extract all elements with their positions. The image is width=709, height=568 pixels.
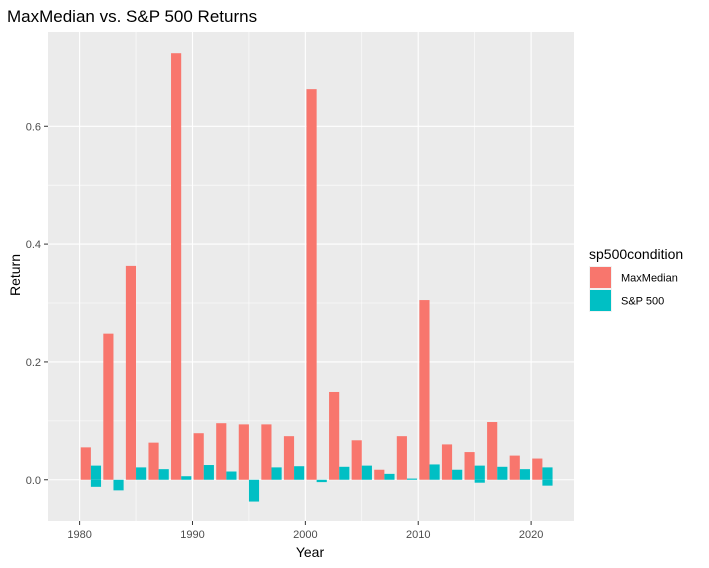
x-tick-label: 2000: [293, 529, 317, 541]
legend: sp500condition MaxMedian S&P 500: [589, 246, 683, 312]
legend-swatch-s-p-500: [590, 290, 611, 311]
bar-negative-segment-2015: [474, 479, 485, 483]
bar-maxmedian-2003: [329, 391, 340, 480]
bar-maxmedian-2007: [374, 469, 385, 480]
bar-s-p-500-2007: [384, 473, 395, 480]
bar-maxmedian-2011: [419, 300, 430, 480]
bar-s-p-500-2013: [452, 469, 463, 480]
bar-maxmedian-2021: [532, 458, 543, 480]
bar-s-p-500-2011: [429, 464, 440, 480]
bar-maxmedian-2019: [509, 455, 520, 480]
bar-maxmedian-1983: [103, 333, 114, 480]
bar-s-p-500-1991: [203, 465, 214, 480]
legend-label: MaxMedian: [621, 273, 678, 285]
bar-s-p-500-2003: [339, 466, 350, 480]
bar-maxmedian-2005: [351, 440, 362, 480]
y-axis: 0.0 0.2 0.4 0.6: [26, 121, 48, 487]
bar-negative-segment-1981: [90, 479, 102, 487]
bar-maxmedian-1993: [216, 423, 227, 480]
bar-s-p-500-1983: [113, 479, 124, 491]
bar-s-p-500-1995: [248, 479, 260, 502]
legend-swatch-maxmedian: [590, 267, 611, 288]
y-tick-label: 0.0: [26, 475, 41, 487]
x-axis: 1980 1990 2000 2010 2020: [67, 521, 543, 541]
bar-maxmedian-1995: [238, 424, 249, 480]
bar-negative-segment-2021: [542, 479, 553, 486]
bars: [80, 53, 553, 502]
bar-s-p-500-1987: [158, 469, 169, 480]
chart-title: MaxMedian vs. S&P 500 Returns: [7, 7, 257, 26]
bar-maxmedian-2015: [464, 452, 475, 480]
y-tick-label: 0.2: [26, 357, 41, 369]
y-axis-title: Return: [7, 254, 23, 296]
legend-label: S&P 500: [621, 296, 664, 308]
bar-maxmedian-1989: [171, 53, 182, 480]
bar-s-p-500-1997: [271, 467, 282, 480]
bar-maxmedian-1999: [283, 436, 295, 480]
legend-title: sp500condition: [589, 246, 683, 262]
x-tick-label: 2020: [519, 529, 543, 541]
bar-s-p-500-1985: [136, 467, 147, 480]
bar-s-p-500-1993: [226, 471, 237, 480]
bar-maxmedian-2001: [306, 89, 317, 480]
bar-s-p-500-2015: [474, 465, 485, 480]
x-axis-title: Year: [296, 544, 325, 560]
y-tick-label: 0.6: [26, 121, 41, 133]
bar-s-p-500-1999: [294, 466, 305, 480]
bar-s-p-500-2021: [542, 467, 553, 480]
bar-s-p-500-2005: [361, 465, 372, 480]
bar-s-p-500-2019: [519, 469, 530, 480]
bar-s-p-500-2001: [316, 479, 327, 483]
bar-maxmedian-2009: [396, 436, 407, 480]
bar-maxmedian-1997: [261, 424, 272, 480]
bar-maxmedian-1981: [80, 447, 91, 480]
bar-s-p-500-1981: [90, 465, 102, 480]
y-tick-label: 0.4: [26, 239, 41, 251]
bar-maxmedian-2013: [441, 444, 453, 480]
x-tick-label: 1990: [180, 529, 204, 541]
bar-maxmedian-2017: [487, 422, 498, 480]
bar-maxmedian-1991: [193, 433, 204, 480]
bar-maxmedian-1985: [125, 265, 137, 480]
bar-s-p-500-2017: [497, 466, 508, 480]
x-tick-label: 2010: [406, 529, 430, 541]
x-tick-label: 1980: [67, 529, 91, 541]
bar-s-p-500-2009: [406, 478, 418, 480]
bar-maxmedian-1987: [148, 442, 159, 480]
bar-s-p-500-1989: [181, 476, 192, 480]
